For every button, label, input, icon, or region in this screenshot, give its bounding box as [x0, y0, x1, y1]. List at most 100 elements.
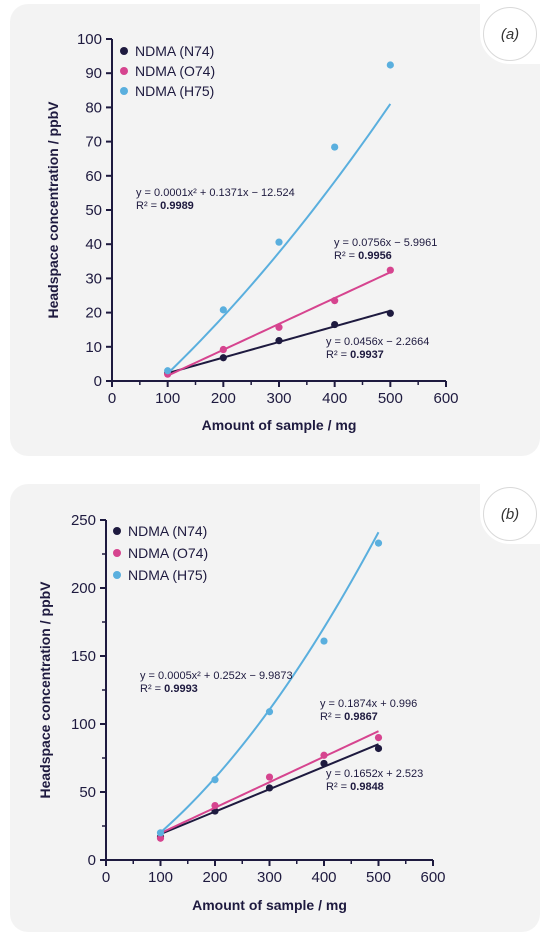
y-tick-label: 30 [85, 270, 102, 287]
fit-r2: R² = 0.9867 [320, 711, 378, 723]
y-axis-title: Headspace concentration / ppbV [45, 101, 61, 319]
data-point [265, 708, 274, 716]
legend-marker [120, 67, 128, 75]
fit-line-2 [166, 103, 392, 375]
r2-value: 0.9989 [160, 200, 194, 212]
y-tick-label: 50 [85, 202, 102, 219]
r2-value: 0.9848 [350, 781, 384, 793]
legend-label: NDMA (N74) [135, 43, 214, 59]
x-tick-label: 500 [366, 869, 391, 886]
chart-a: 0 100 200 300 400 500 600 0 10 20 30 40 50 60 70 80 90 10… [45, 31, 459, 433]
y-tick-label: 200 [71, 580, 96, 597]
y-tick-label: 0 [94, 373, 102, 390]
legend-marker [113, 571, 121, 579]
r2-label: R² = [140, 683, 164, 695]
fit-equation: y = 0.0005x² + 0.252x − 9.9873 [140, 670, 293, 682]
chart-panel-b: (b) [10, 484, 540, 932]
y-tick-label: 100 [77, 31, 102, 48]
y-tick-label: 40 [85, 236, 102, 253]
fit-equation: y = 0.1874x + 0.996 [320, 698, 417, 710]
legend-label: NDMA (H75) [128, 567, 207, 583]
chart-b: 0 100 200 300 400 500 600 0 50 100 150 200 250 Amount… [37, 512, 446, 913]
x-tick-label: 200 [211, 390, 236, 407]
r2-label: R² = [320, 711, 344, 723]
fit-r2: R² = 0.9993 [140, 683, 198, 695]
fit-r2: R² = 0.9989 [136, 200, 194, 212]
data-point [374, 744, 383, 753]
data-point [156, 834, 165, 842]
legend-label: NDMA (H75) [135, 83, 214, 99]
x-tick-label: 300 [257, 869, 282, 886]
data-point [265, 773, 274, 781]
panel-label-b: (b) [483, 487, 537, 541]
y-tick-label: 10 [85, 339, 102, 356]
legend-marker [120, 47, 128, 55]
y-tick-label: 20 [85, 305, 102, 322]
data-point [156, 829, 165, 837]
data-point [386, 61, 394, 69]
data-point [320, 637, 328, 645]
data-point [219, 306, 227, 314]
panel-label-badge: (b) [480, 484, 540, 544]
fit-equation: y = 0.1652x + 2.523 [326, 768, 423, 780]
x-tick-label: 300 [266, 390, 291, 407]
fit-line-1 [160, 730, 379, 835]
data-point [211, 802, 219, 810]
x-tick-label: 500 [378, 390, 403, 407]
x-tick-label: 200 [202, 869, 227, 886]
data-point [331, 143, 339, 151]
data-point [386, 266, 394, 274]
x-axis-title: Amount of sample / mg [202, 417, 357, 433]
x-tick-label: 600 [433, 390, 458, 407]
r2-value: 0.9956 [358, 250, 392, 262]
panel-label-badge: (a) [480, 4, 540, 64]
data-point [265, 784, 274, 792]
data-point [211, 776, 219, 784]
y-tick-label: 150 [71, 648, 96, 665]
legend-marker [113, 549, 121, 557]
data-point [275, 238, 283, 246]
y-tick-label: 90 [85, 65, 102, 82]
data-point [275, 337, 283, 345]
x-tick-label: 600 [420, 869, 445, 886]
data-point [374, 539, 383, 547]
fit-equation: y = 0.0756x − 5.9961 [334, 237, 437, 249]
x-tick-label: 0 [108, 390, 116, 407]
fit-r2: R² = 0.9937 [326, 349, 384, 361]
y-tick-label: 0 [88, 852, 96, 869]
r2-value: 0.9993 [164, 683, 198, 695]
y-tick-label: 70 [85, 134, 102, 151]
data-point [320, 759, 328, 768]
data-point [219, 354, 227, 362]
x-tick-label: 100 [155, 390, 180, 407]
r2-value: 0.9937 [350, 349, 384, 361]
data-point [275, 323, 283, 331]
r2-label: R² = [326, 781, 350, 793]
data-point [164, 367, 172, 375]
y-tick-label: 60 [85, 168, 102, 185]
r2-label: R² = [136, 200, 160, 212]
data-point [331, 297, 339, 305]
x-tick-label: 400 [322, 390, 347, 407]
panel-label-a: (a) [483, 7, 537, 61]
x-tick-label: 400 [311, 869, 336, 886]
r2-value: 0.9867 [344, 711, 378, 723]
data-point [386, 309, 394, 317]
r2-label: R² = [326, 349, 350, 361]
x-tick-label: 100 [148, 869, 173, 886]
legend-marker [113, 527, 121, 535]
y-tick-label: 80 [85, 99, 102, 116]
data-point [320, 751, 328, 759]
data-point [219, 345, 227, 354]
x-tick-label: 0 [102, 869, 110, 886]
r2-label: R² = [334, 250, 358, 262]
y-tick-label: 50 [79, 784, 96, 801]
fit-r2: R² = 0.9848 [326, 781, 384, 793]
y-tick-label: 100 [71, 716, 96, 733]
y-axis-title: Headspace concentration / ppbV [37, 581, 53, 799]
fit-equation: y = 0.0001x² + 0.1371x − 12.524 [136, 187, 295, 199]
fit-equation: y = 0.0456x − 2.2664 [326, 336, 429, 348]
legend-label: NDMA (N74) [128, 523, 207, 539]
data-point [374, 734, 383, 742]
